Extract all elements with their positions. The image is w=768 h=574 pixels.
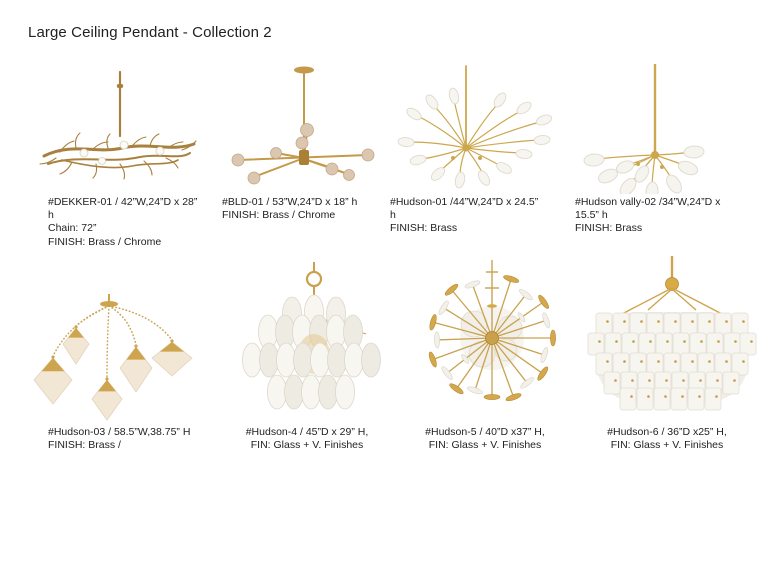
product-caption: #Hudson-03 / 58.5”W,38.75” H FINISH: Bra… <box>48 426 218 452</box>
caption-line: FINISH: Brass / Chrome <box>48 235 162 248</box>
caption-line: 15.5” h <box>575 209 608 222</box>
caption-line: FINISH: Brass <box>390 222 458 235</box>
product-image-gold-starburst-bud-chandelier <box>397 65 553 189</box>
product-image-five-light-swag-diamond-pendant <box>33 294 193 421</box>
caption-line: #Hudson-01 /44”W,24”D x 24.5” <box>390 196 539 208</box>
caption-line: #Hudson-03 / 58.5”W,38.75” H <box>48 426 191 438</box>
caption-line: FIN: Glass + V. Finishes <box>428 439 542 452</box>
product-image-gold-branch-bud-pendant <box>583 64 705 194</box>
product-caption: #Hudson-5 / 40”D x37” H, FIN: Glass + V.… <box>406 426 564 452</box>
product-image-tiered-glass-petal-chandelier <box>242 262 381 410</box>
product-caption: #DEKKER-01 / 42”W,24”D x 28” h Chain: 72… <box>48 196 206 249</box>
product-image-glass-tile-drum-chandelier <box>587 256 757 411</box>
page-title: Large Ceiling Pendant - Collection 2 <box>28 24 272 41</box>
caption-line: h <box>48 209 54 222</box>
caption-line: #Hudson-4 / 45”D x 29” H, <box>245 426 369 438</box>
caption-line: FINISH: Brass / <box>48 439 121 452</box>
product-image-gold-branch-chandelier <box>39 70 197 180</box>
product-caption: #Hudson-6 / 36”D x25” H, FIN: Glass + V.… <box>588 426 746 452</box>
caption-line: FIN: Glass + V. Finishes <box>250 439 364 452</box>
caption-line: FIN: Glass + V. Finishes <box>610 439 724 452</box>
product-image-brass-rod-globe-chandelier <box>231 66 375 185</box>
product-caption: #Hudson-4 / 45”D x 29” H, FIN: Glass + V… <box>228 426 386 452</box>
product-image-sputnik-disc-chandelier <box>428 260 556 402</box>
product-caption: #Hudson vally-02 /34”W,24”D x 15.5” h FI… <box>575 196 740 236</box>
product-caption: #BLD-01 / 53”W,24”D x 18” h FINISH: Bras… <box>222 196 387 222</box>
caption-line: FINISH: Brass <box>575 222 643 235</box>
product-caption: #Hudson-01 /44”W,24”D x 24.5” h FINISH: … <box>390 196 558 236</box>
caption-line: #Hudson-5 / 40”D x37” H, <box>425 426 545 438</box>
caption-line: FINISH: Brass / Chrome <box>222 209 336 222</box>
caption-line: #BLD-01 / 53”W,24”D x 18” h <box>222 196 358 208</box>
caption-line: Chain: 72” <box>48 222 97 235</box>
caption-line: h <box>390 209 396 222</box>
caption-line: #Hudson-6 / 36”D x25” H, <box>607 426 727 438</box>
caption-line: #Hudson vally-02 /34”W,24”D x <box>575 196 721 208</box>
caption-line: #DEKKER-01 / 42”W,24”D x 28” <box>48 196 198 208</box>
